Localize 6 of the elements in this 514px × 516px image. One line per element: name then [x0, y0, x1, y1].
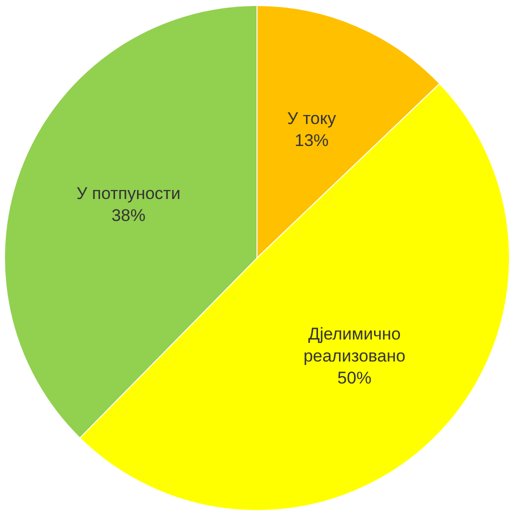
slice-label: Дјелимично реализовано: [303, 324, 406, 366]
data-label: 13%: [294, 131, 329, 150]
slice-label: У потпуности: [76, 184, 180, 204]
slice-label: У току: [287, 109, 336, 128]
data-label: 38%: [111, 206, 146, 226]
data-label: 50%: [337, 368, 372, 388]
